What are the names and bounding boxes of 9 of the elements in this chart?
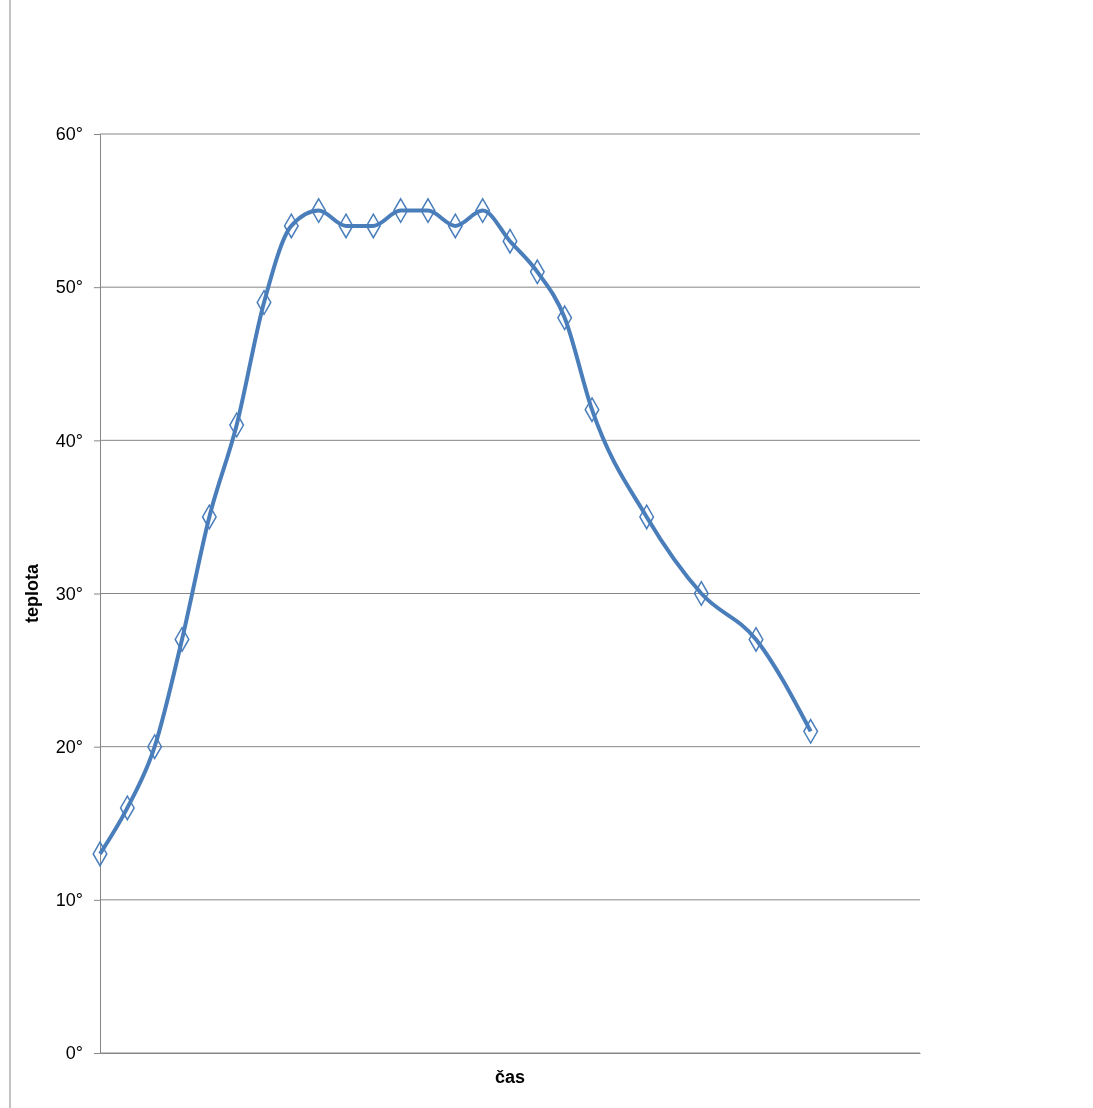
x-axis-title: čas xyxy=(494,1067,526,1087)
y-tick-label: 50° xyxy=(55,277,83,298)
y-tick-label: 20° xyxy=(55,736,83,757)
y-tick-label: 40° xyxy=(55,430,83,451)
y-tick-label: 60° xyxy=(55,124,83,145)
y-tick-label: 10° xyxy=(55,890,83,911)
y-axis-title: teplota xyxy=(22,563,42,624)
y-tick-label: 30° xyxy=(55,583,83,604)
y-tick-label: 0° xyxy=(65,1043,83,1064)
